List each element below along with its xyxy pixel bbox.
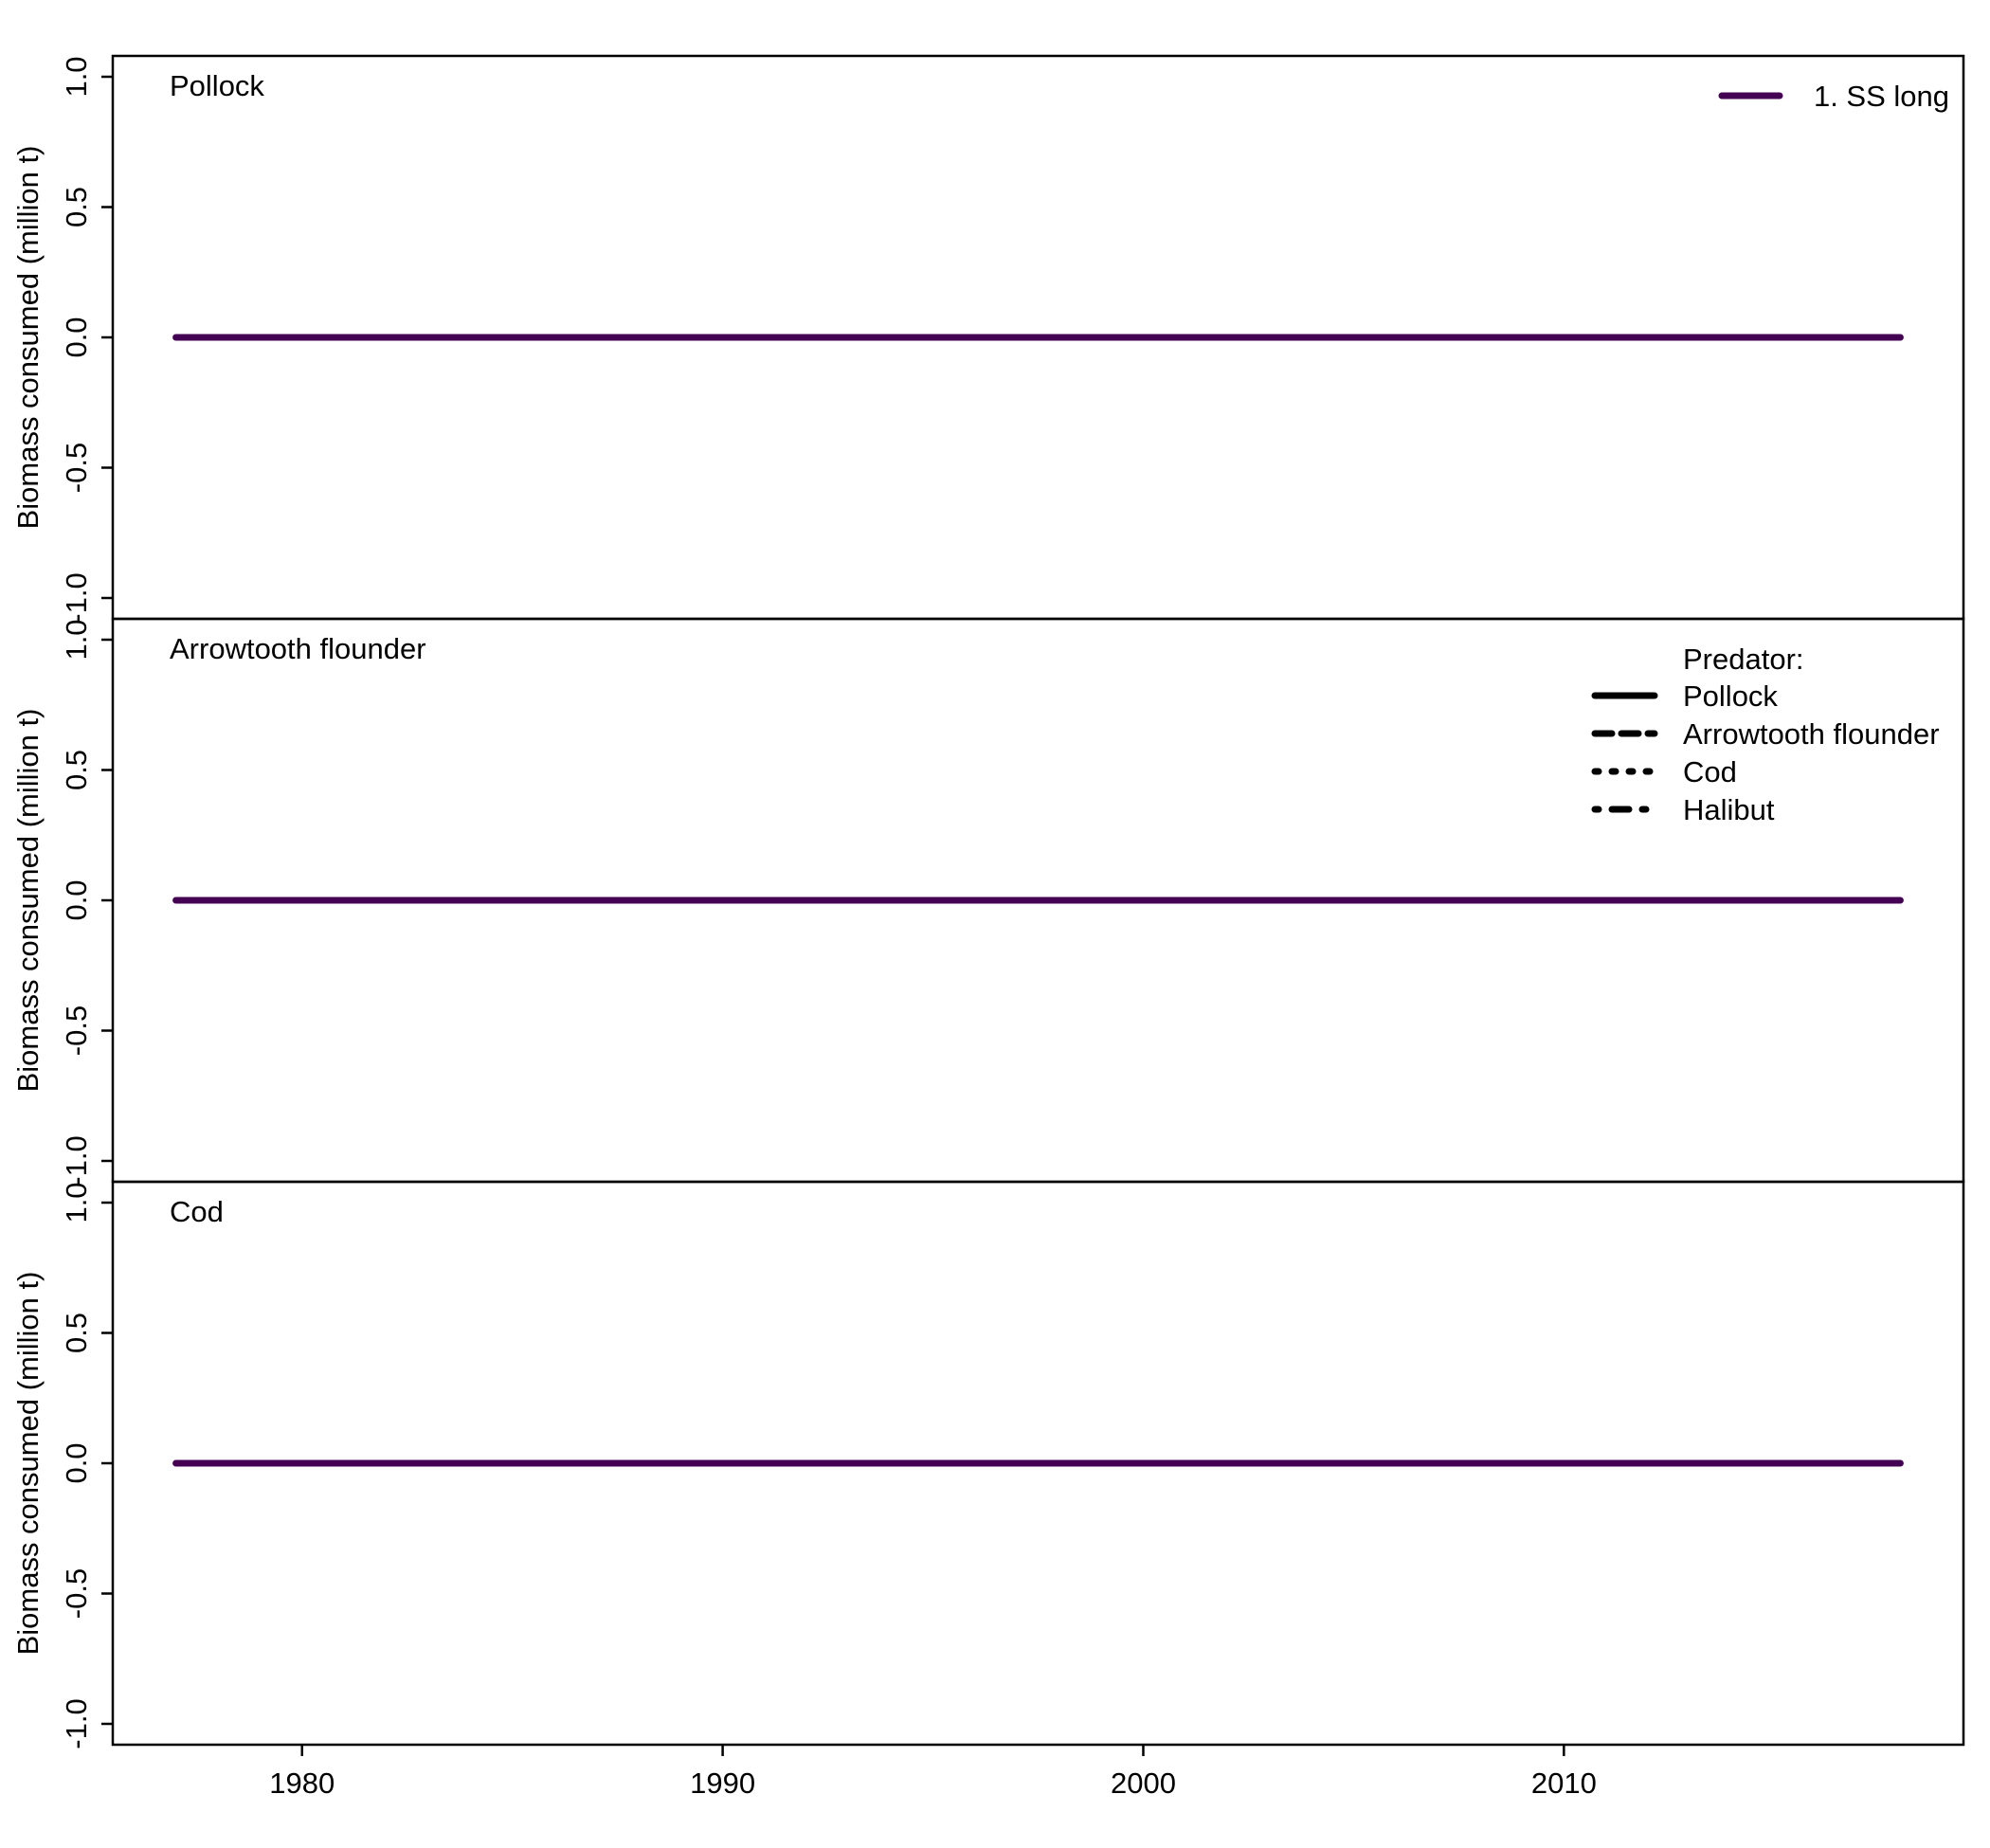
y-tick-label: -0.5 — [60, 1006, 93, 1056]
panel-cod: -1.0 -0.5 0.0 0.5 1.0 Biomass consumed (milli… — [11, 1180, 1965, 1749]
y-tick-label: 0.5 — [60, 187, 93, 227]
y-axis-title: Biomass consumed (million t) — [11, 709, 45, 1093]
x-axis: 1980 1990 2000 2010 — [269, 1745, 1597, 1800]
y-tick-label: 0.0 — [60, 1442, 93, 1483]
panel-label: Pollock — [170, 69, 264, 102]
legend-title: Predator: — [1683, 643, 1804, 676]
y-tick-label: 0.0 — [60, 879, 93, 920]
y-axis-title: Biomass consumed (million t) — [11, 146, 45, 530]
x-tick-label: 1980 — [269, 1766, 335, 1800]
y-tick-label: -0.5 — [60, 1568, 93, 1619]
legend-label: Halibut — [1683, 793, 1775, 826]
x-tick-label: 2000 — [1111, 1766, 1176, 1800]
legend-label: Pollock — [1683, 679, 1778, 713]
y-tick-label: -1.0 — [60, 572, 93, 623]
legend-model: 1. SS long — [1718, 80, 1949, 113]
y-tick-label: -1.0 — [60, 1135, 93, 1186]
y-tick-label: 0.5 — [60, 750, 93, 790]
y-axis-title: Biomass consumed (million t) — [11, 1272, 45, 1656]
x-tick-label: 2010 — [1531, 1766, 1597, 1800]
y-tick-label: 1.0 — [60, 1182, 93, 1223]
legend-label: Cod — [1683, 755, 1737, 788]
legend-label: 1. SS long — [1814, 80, 1949, 113]
y-tick-label: -0.5 — [60, 443, 93, 493]
legend-label: Arrowtooth flounder — [1683, 717, 1940, 751]
y-tick-label: 1.0 — [60, 619, 93, 660]
panel-label: Cod — [170, 1195, 224, 1228]
y-tick-label: 0.5 — [60, 1313, 93, 1353]
y-tick-label: 0.0 — [60, 317, 93, 357]
legend-predator: Predator:Pollock Arrowtooth flounder Cod Ha… — [1591, 643, 1940, 826]
panel-label: Arrowtooth flounder — [170, 632, 426, 665]
panel-arrowtooth-flounder: -1.0 -0.5 0.0 0.5 1.0 Biomass consumed (milli… — [11, 617, 1965, 1187]
x-tick-label: 1990 — [690, 1766, 755, 1800]
y-tick-label: 1.0 — [60, 56, 93, 97]
y-tick-label: -1.0 — [60, 1698, 93, 1748]
panels-layer: -1.0 -0.5 0.0 0.5 1.0 Biomass consumed (milli… — [11, 54, 1965, 1749]
panel-pollock: -1.0 -0.5 0.0 0.5 1.0 Biomass consumed (milli… — [11, 54, 1965, 624]
